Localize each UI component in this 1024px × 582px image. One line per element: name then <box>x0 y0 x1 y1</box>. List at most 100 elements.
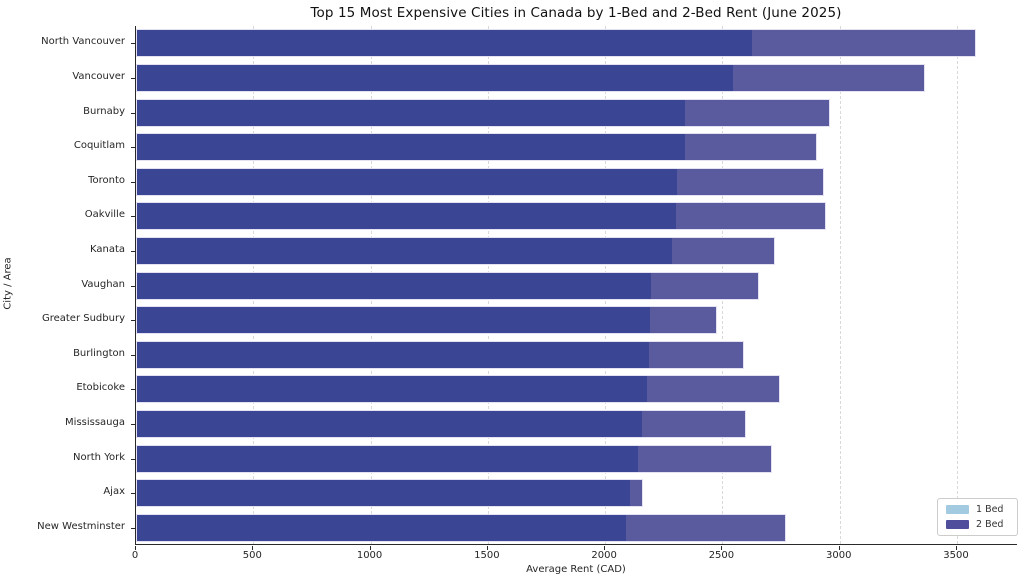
bar-1bed-overlap <box>136 98 685 127</box>
bar-1bed-overlap <box>136 133 685 162</box>
y-tick-label: Ajax <box>103 486 125 498</box>
bar-2bed <box>136 479 643 508</box>
bar-1bed-overlap <box>136 306 650 335</box>
x-tick-mark <box>369 546 371 550</box>
bar-2bed <box>136 271 759 300</box>
y-tick-label: North Vancouver <box>41 36 125 48</box>
x-tick-mark <box>135 546 136 550</box>
bar-1bed-overlap <box>136 444 638 473</box>
y-tick-label: Oakville <box>84 209 125 221</box>
x-tick-label: 3500 <box>943 550 969 561</box>
y-tick-label: Mississauga <box>65 416 125 428</box>
y-tick-label: New Westminster <box>37 520 125 532</box>
y-tick-mark <box>131 354 135 356</box>
y-tick-label: Coquitlam <box>73 140 125 152</box>
bar-row-new-westminster <box>136 513 786 542</box>
bar-row-north-vancouver <box>136 29 976 58</box>
y-tick-label: Vaughan <box>81 278 125 290</box>
legend-item-1-bed: 1 Bed <box>946 504 1010 515</box>
bar-row-etobicoke <box>136 375 780 404</box>
bar-2bed <box>136 340 744 369</box>
bar-2bed <box>136 375 780 404</box>
y-tick-label: Toronto <box>88 174 125 186</box>
y-tick-mark <box>131 527 135 529</box>
bar-1bed-overlap <box>136 513 627 542</box>
bar-row-mississauga <box>136 409 746 438</box>
legend-label: 1 Bed <box>976 504 1004 515</box>
x-tick-mark <box>604 546 606 550</box>
x-tick-label: 1000 <box>356 550 383 561</box>
bar-row-coquitlam <box>136 133 818 162</box>
y-tick-mark <box>131 389 135 391</box>
bar-row-ajax <box>136 479 643 508</box>
bar-row-greater-sudbury <box>136 306 717 335</box>
y-tick-label: Greater Sudbury <box>41 313 125 325</box>
bar-2bed <box>136 202 826 231</box>
bar-2bed <box>136 236 776 265</box>
chart-title: Top 15 Most Expensive Cities in Canada b… <box>310 5 842 21</box>
y-tick-mark <box>131 250 135 252</box>
bar-row-north-york <box>136 444 772 473</box>
x-tick-mark <box>486 546 488 550</box>
bar-row-kanata <box>136 236 776 265</box>
gridline-x-3000 <box>839 26 841 544</box>
bar-row-vaughan <box>136 271 759 300</box>
x-axis-title: Average Rent (CAD) <box>526 564 626 575</box>
bar-1bed-overlap <box>136 236 672 265</box>
x-tick-label: 500 <box>242 550 262 561</box>
legend-item-2-bed: 2 Bed <box>946 519 1010 530</box>
bar-1bed-overlap <box>136 202 676 231</box>
bar-row-burlington <box>136 340 744 369</box>
y-tick-mark <box>131 216 135 218</box>
bar-row-burnaby <box>136 98 831 127</box>
bar-1bed-overlap <box>136 409 642 438</box>
bar-2bed <box>136 167 825 196</box>
y-tick-mark <box>131 147 135 149</box>
bar-1bed-overlap <box>136 340 649 369</box>
legend-label: 2 Bed <box>976 519 1004 530</box>
y-tick-mark <box>131 181 135 183</box>
plot-area <box>135 26 1017 545</box>
bar-1bed-overlap <box>136 375 648 404</box>
bar-1bed-overlap <box>136 479 630 508</box>
x-tick-mark <box>838 546 840 550</box>
y-tick-label: Vancouver <box>72 70 125 82</box>
y-tick-label: Kanata <box>89 243 125 255</box>
x-tick-label: 3000 <box>825 550 852 561</box>
legend-swatch-icon <box>946 505 969 514</box>
y-tick-mark <box>131 77 135 79</box>
y-tick-label: Burlington <box>73 347 125 359</box>
x-tick-label: 1500 <box>474 550 500 561</box>
x-tick-label: 2000 <box>591 550 617 561</box>
y-tick-mark <box>131 43 135 45</box>
bar-row-vancouver <box>136 63 926 92</box>
bar-1bed-overlap <box>136 63 733 92</box>
y-tick-label: Etobicoke <box>76 382 125 394</box>
bar-2bed <box>136 133 818 162</box>
bar-row-toronto <box>136 167 825 196</box>
bar-2bed <box>136 444 772 473</box>
bar-2bed <box>136 513 786 542</box>
x-tick-label: 0 <box>131 550 139 561</box>
bar-2bed <box>136 98 831 127</box>
x-tick-mark <box>252 546 254 550</box>
y-tick-label: Burnaby <box>83 105 125 117</box>
y-tick-mark <box>131 320 135 322</box>
bar-1bed-overlap <box>136 167 677 196</box>
y-tick-mark <box>131 112 135 114</box>
bar-2bed <box>136 29 976 58</box>
x-tick-label: 2500 <box>708 550 735 561</box>
legend: 1 Bed 2 Bed <box>937 498 1018 536</box>
bar-2bed <box>136 306 717 335</box>
gridline-x-3500 <box>957 26 958 544</box>
x-tick-mark <box>721 546 723 550</box>
x-tick-mark <box>956 546 957 550</box>
y-tick-mark <box>131 493 135 495</box>
bar-2bed <box>136 63 926 92</box>
legend-swatch-icon <box>946 520 969 529</box>
y-tick-label: North York <box>73 451 125 463</box>
bar-1bed-overlap <box>136 271 651 300</box>
bar-row-oakville <box>136 202 826 231</box>
y-tick-mark <box>131 458 135 460</box>
